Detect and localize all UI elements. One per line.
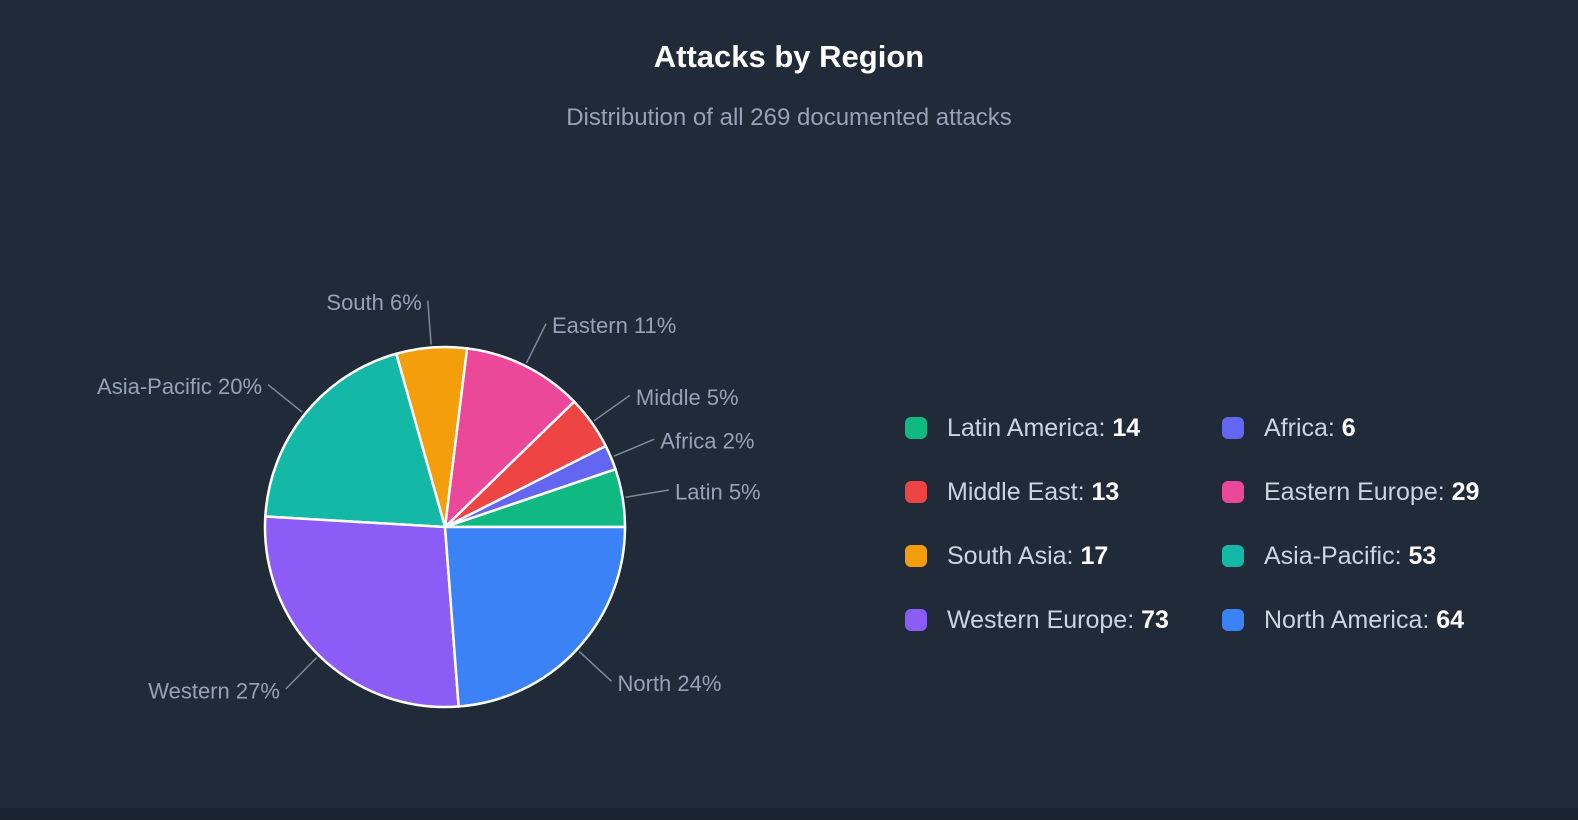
pie-outlabel-middle-east: Middle 5% bbox=[636, 385, 739, 410]
legend-item-western-europe[interactable]: Western Europe: 73 bbox=[905, 605, 1222, 634]
pie-slice-north-america[interactable] bbox=[443, 525, 627, 708]
legend-label-north-america: North America: 64 bbox=[1264, 605, 1465, 634]
legend-swatch-africa bbox=[1222, 417, 1244, 439]
legend-value-eastern-europe: 29 bbox=[1451, 477, 1480, 506]
legend-label-south-asia: South Asia: 17 bbox=[947, 541, 1109, 570]
pie-label-connector-asia-pacific bbox=[267, 384, 303, 413]
pie-label-connector-africa bbox=[613, 438, 655, 457]
legend-swatch-western-europe bbox=[905, 609, 927, 631]
legend-item-north-america[interactable]: North America: 64 bbox=[1222, 605, 1479, 634]
pie-label-connector-western-europe bbox=[285, 656, 318, 690]
legend-value-latin-america: 14 bbox=[1112, 413, 1141, 442]
pie-outlabel-asia-pacific: Asia-Pacific 20% bbox=[97, 374, 262, 399]
legend-swatch-asia-pacific bbox=[1222, 545, 1244, 567]
legend-value-middle-east: 13 bbox=[1091, 477, 1120, 506]
legend-label-asia-pacific: Asia-Pacific: 53 bbox=[1264, 541, 1437, 570]
legend-swatch-south-asia bbox=[905, 545, 927, 567]
legend-label-latin-america: Latin America: 14 bbox=[947, 413, 1141, 442]
pie-outlabel-latin-america: Latin 5% bbox=[675, 480, 761, 505]
legend-label-western-europe: Western Europe: 73 bbox=[947, 605, 1169, 634]
legend-swatch-latin-america bbox=[905, 417, 927, 439]
legend-value-asia-pacific: 53 bbox=[1408, 541, 1437, 570]
pie-label-connector-middle-east bbox=[593, 394, 631, 422]
chart-title: Attacks by Region bbox=[653, 39, 925, 74]
legend-label-eastern-europe: Eastern Europe: 29 bbox=[1264, 477, 1480, 506]
legend-swatch-north-america bbox=[1222, 609, 1244, 631]
legend-item-middle-east[interactable]: Middle East: 13 bbox=[905, 477, 1222, 506]
legend-value-south-asia: 17 bbox=[1080, 541, 1109, 570]
legend-label-africa: Africa: 6 bbox=[1264, 413, 1356, 442]
pie-slice-eastern-europe[interactable] bbox=[443, 347, 576, 529]
legend-label-middle-east: Middle East: 13 bbox=[947, 477, 1120, 506]
pie-slice-asia-pacific[interactable] bbox=[264, 352, 447, 529]
legend-item-south-asia[interactable]: South Asia: 17 bbox=[905, 541, 1222, 570]
pie-outlabel-africa: Africa 2% bbox=[660, 429, 754, 454]
pie-outlabel-western-europe: Western 27% bbox=[148, 678, 280, 703]
pie-outlabel-eastern-europe: Eastern 11% bbox=[552, 313, 676, 338]
chart-legend: Latin America: 14 Africa: 6 Middle East: 1… bbox=[905, 413, 1480, 634]
pie-label-connector-eastern-europe bbox=[525, 323, 547, 364]
pie-outlabel-south-asia: South 6% bbox=[326, 290, 421, 315]
legend-value-western-europe: 73 bbox=[1141, 605, 1169, 634]
pie-label-connector-latin-america bbox=[625, 489, 670, 498]
pie-outlabel-north-america: North 24% bbox=[618, 671, 722, 696]
pie-label-connector-south-asia bbox=[427, 300, 432, 345]
legend-value-africa: 6 bbox=[1341, 413, 1356, 442]
legend-swatch-middle-east bbox=[905, 481, 927, 503]
pie-label-connector-north-america bbox=[578, 650, 613, 682]
legend-swatch-eastern-europe bbox=[1222, 481, 1244, 503]
legend-item-asia-pacific[interactable]: Asia-Pacific: 53 bbox=[1222, 541, 1479, 570]
legend-item-eastern-europe[interactable]: Eastern Europe: 29 bbox=[1222, 477, 1480, 506]
pie-slice-western-europe[interactable] bbox=[263, 515, 460, 709]
chart-subtitle: Distribution of all 269 documented attac… bbox=[566, 104, 1012, 132]
legend-item-latin-america[interactable]: Latin America: 14 bbox=[905, 413, 1222, 442]
legend-value-north-america: 64 bbox=[1436, 605, 1465, 634]
legend-item-africa[interactable]: Africa: 6 bbox=[1222, 413, 1479, 442]
